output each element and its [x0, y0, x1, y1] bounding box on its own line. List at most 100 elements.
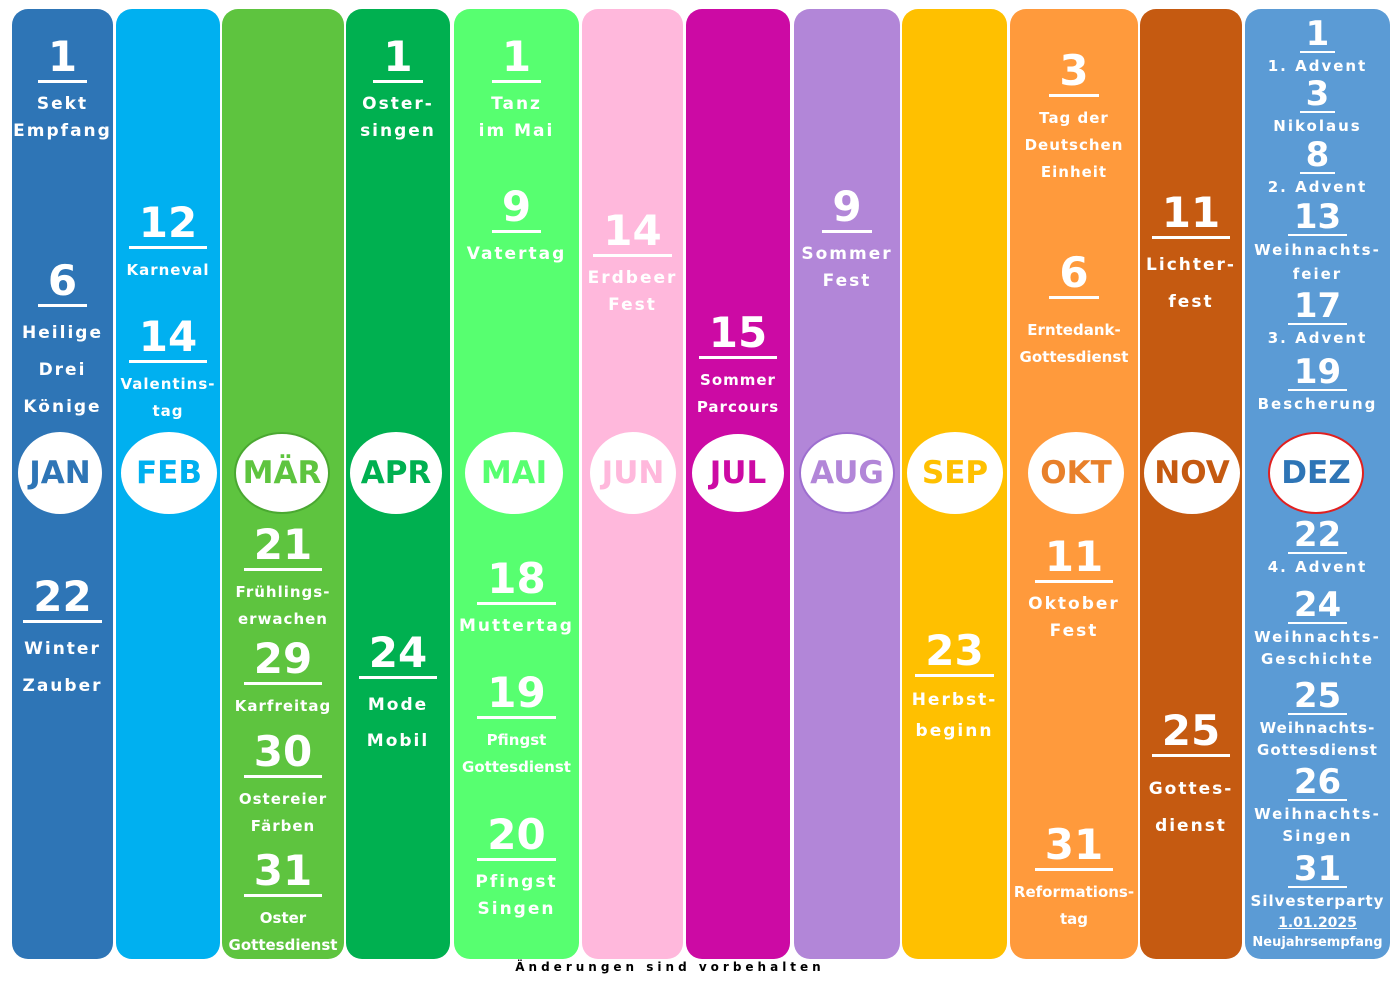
event-item: 3 Nikolaus: [1245, 77, 1390, 137]
event-text: 3. Advent: [1267, 329, 1368, 347]
event-day: 1: [491, 34, 542, 83]
event-text: Karfreitag: [234, 697, 332, 715]
sep-events: 23 Herbst- beginn: [902, 0, 1007, 981]
event-text: Bescherung: [1257, 395, 1378, 413]
month-label: AUG: [810, 455, 884, 491]
event-item: 24 Mode Mobil: [346, 630, 450, 759]
event-item: 6 Erntedank- Gottesdienst: [1010, 250, 1138, 371]
month-badge-sep: SEP: [907, 432, 1003, 514]
oct-events: 3 Tag der Deutschen Einheit 6 Erntedank-…: [1010, 0, 1138, 981]
month-label: SEP: [921, 455, 989, 491]
event-day: 25: [1151, 708, 1231, 757]
month-label: MÄR: [242, 455, 322, 491]
event-text: Nikolaus: [1273, 117, 1362, 135]
event-day: 22: [23, 574, 102, 623]
event-day: 15: [698, 310, 778, 359]
event-day: 22: [1287, 518, 1348, 554]
event-item: 9 Sommer Fest: [794, 184, 900, 295]
event-item: 26 Weihnachts- Singen: [1245, 765, 1390, 847]
nov-events: 11 Lichter- fest 25 Gottes- dienst: [1140, 0, 1242, 981]
event-item: 21 Frühlings- erwachen: [222, 522, 344, 633]
month-label: FEB: [136, 455, 202, 491]
event-item: 19 Pfingst Gottesdienst: [454, 670, 579, 781]
event-item: 20 Pfingst Singen: [454, 812, 579, 923]
apr-events: 1 Oster- singen 24 Mode Mobil: [346, 0, 450, 981]
event-day: 14: [593, 208, 672, 257]
event-day: 21: [243, 522, 323, 571]
jul-events: 15 Sommer Parcours: [686, 0, 790, 981]
mar-events: 21 Frühlings- erwachen 29 Karfreitag 30 …: [222, 0, 344, 981]
event-day: 9: [822, 184, 872, 233]
month-badge-jul: JUL: [690, 432, 786, 514]
event-text: Oster- singen: [360, 94, 436, 141]
event-day: 13: [1287, 200, 1348, 236]
month-label: NOV: [1154, 455, 1230, 491]
event-day: 19: [1287, 355, 1348, 391]
event-text: Silvesterparty: [1250, 892, 1385, 910]
month-badge-may: MAI: [465, 432, 563, 514]
event-item: 22 Winter Zauber: [12, 574, 113, 705]
month-badge-dec: DEZ: [1268, 432, 1364, 514]
event-day: 30: [243, 729, 323, 778]
event-day: 31: [243, 848, 323, 897]
event-day: 18: [477, 556, 556, 605]
event-text: Heilige Drei Könige: [22, 323, 103, 417]
event-day: 17: [1287, 289, 1348, 325]
event-text: Lichter- fest: [1146, 255, 1236, 312]
event-text: Gottes- dienst: [1148, 779, 1234, 836]
month-badge-nov: NOV: [1144, 432, 1240, 514]
month-badge-oct: OKT: [1028, 432, 1124, 514]
jan-events: 1 Sekt Empfang 6 Heilige Drei Könige 22 …: [12, 0, 113, 981]
event-text: Pfingst Singen: [475, 872, 558, 919]
event-text: Weihnachts- Geschichte: [1254, 628, 1381, 668]
month-label: JUN: [601, 455, 665, 491]
event-day: 1: [37, 34, 88, 83]
event-text: Pfingst Gottesdienst: [462, 731, 571, 776]
dec-events: 1 1. Advent 3 Nikolaus 8 2. Advent 13 We…: [1245, 0, 1390, 981]
month-label: DEZ: [1281, 455, 1351, 491]
event-text: Oster Gottesdienst: [228, 909, 338, 954]
event-item: 18 Muttertag: [454, 556, 579, 640]
month-badge-aug: AUG: [799, 432, 895, 514]
event-day: 23: [915, 628, 994, 677]
event-text: Tag der Deutschen Einheit: [1024, 109, 1124, 181]
event-day: 11: [1034, 534, 1114, 583]
event-day: 19: [477, 670, 556, 719]
event-day: 11: [1151, 190, 1231, 239]
event-day: 25: [1287, 679, 1348, 715]
event-item: 19 Bescherung: [1245, 355, 1390, 415]
month-badge-apr: APR: [350, 432, 442, 514]
event-text: Sommer Parcours: [696, 371, 780, 416]
event-day: 9: [491, 184, 542, 233]
event-text: 2. Advent: [1267, 178, 1368, 196]
event-text: Ostereier Färben: [238, 790, 328, 835]
event-item: 6 Heilige Drei Könige: [12, 258, 113, 426]
month-badge-jan: JAN: [18, 432, 102, 514]
event-day: 31: [1034, 822, 1114, 871]
event-item: 14 Valentins- tag: [116, 314, 220, 425]
jun-events: 14 Erdbeer Fest: [582, 0, 683, 981]
event-item: 1 Sekt Empfang: [12, 34, 113, 145]
event-item: 30 Ostereier Färben: [222, 729, 344, 840]
event-item: 31 Oster Gottesdienst: [222, 848, 344, 959]
event-item: 24 Weihnachts- Geschichte: [1245, 588, 1390, 670]
event-day: 29: [243, 636, 323, 685]
event-text: Sommer Fest: [801, 244, 893, 291]
event-text: Winter Zauber: [22, 639, 103, 696]
aug-events: 9 Sommer Fest: [794, 0, 900, 981]
event-text: Weihnachts- Singen: [1254, 805, 1381, 845]
event-day: 20: [477, 812, 556, 861]
event-item: 29 Karfreitag: [222, 636, 344, 720]
event-item: 8 2. Advent: [1245, 138, 1390, 198]
event-day: 6: [37, 258, 88, 307]
event-day: 1: [1299, 17, 1336, 53]
event-text: Reformations- tag: [1013, 883, 1135, 928]
event-item: 3 Tag der Deutschen Einheit: [1010, 48, 1138, 186]
month-label: APR: [360, 455, 432, 491]
event-item: 22 4. Advent: [1245, 518, 1390, 578]
event-item: 17 3. Advent: [1245, 289, 1390, 349]
month-label: JUL: [709, 455, 767, 491]
event-item: 23 Herbst- beginn: [902, 628, 1007, 747]
event-item: 15 Sommer Parcours: [686, 310, 790, 421]
event-day: 6: [1049, 250, 1099, 299]
